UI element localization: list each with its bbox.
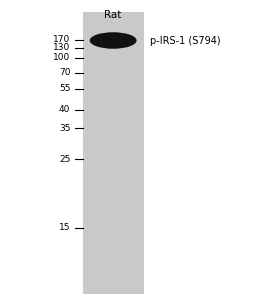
Text: 35: 35 [59,124,70,133]
Text: 25: 25 [59,154,70,164]
Ellipse shape [90,32,137,49]
Text: Rat: Rat [105,10,122,20]
Text: 170: 170 [53,35,70,44]
Text: 55: 55 [59,84,70,93]
Text: 100: 100 [53,53,70,62]
Text: p-IRS-1 (S794): p-IRS-1 (S794) [150,35,221,46]
Text: 130: 130 [53,44,70,52]
Text: 15: 15 [59,224,70,232]
Text: 70: 70 [59,68,70,77]
Text: 40: 40 [59,105,70,114]
Bar [83,12,144,294]
